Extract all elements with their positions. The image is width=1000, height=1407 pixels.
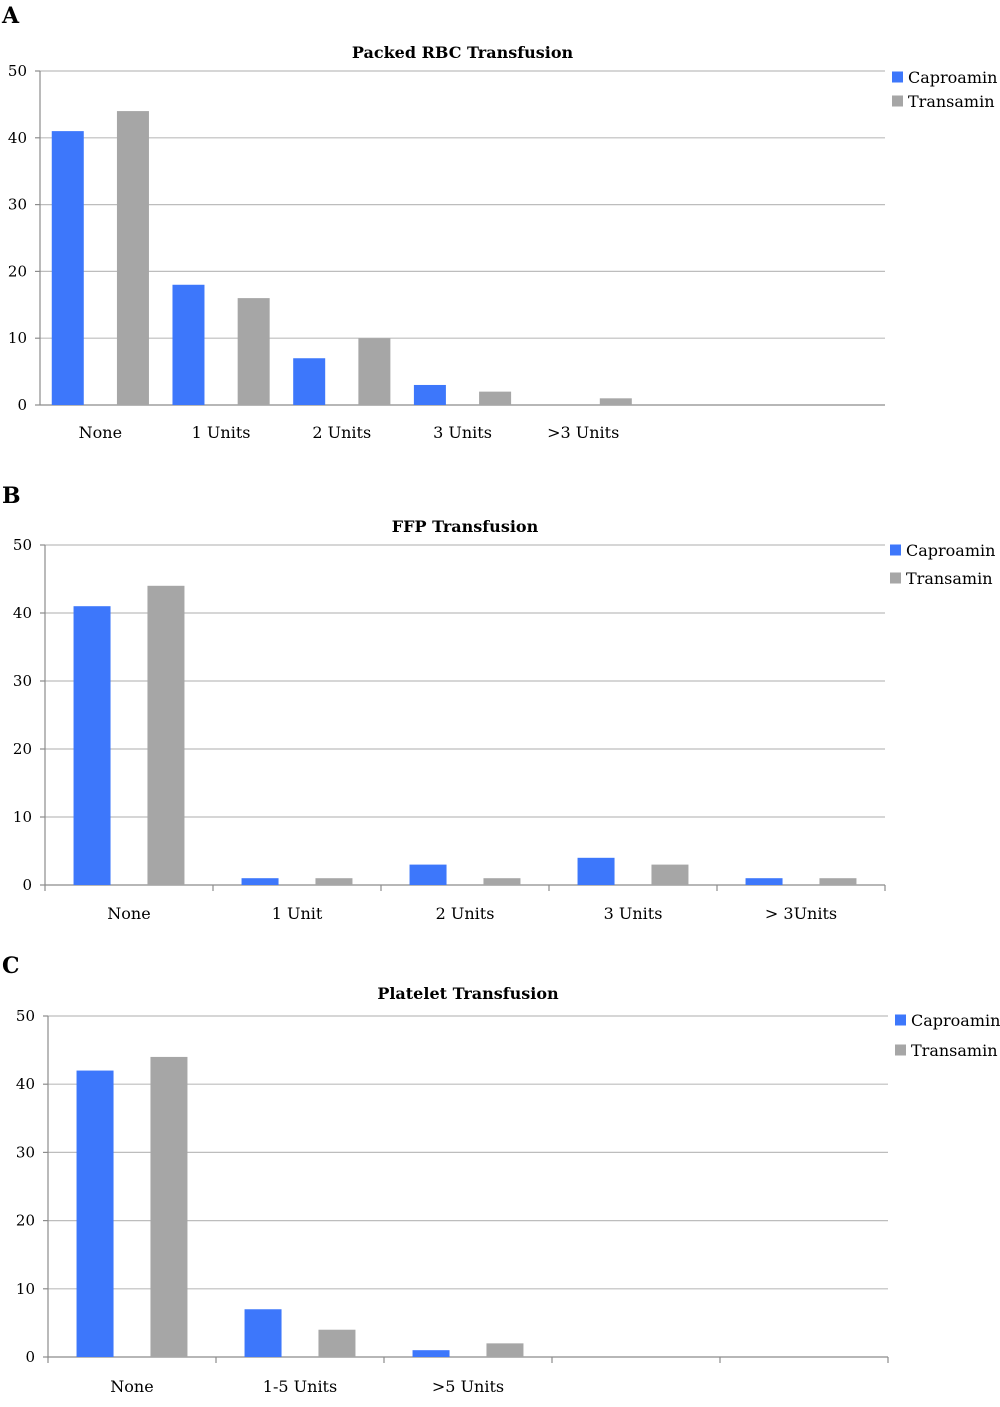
bar-transamin-2 <box>237 298 270 405</box>
bar-caproamin-2 <box>172 284 205 405</box>
legend-label-caproamin: Caproamin <box>911 1011 1000 1030</box>
legend-swatch-transamin <box>892 95 903 107</box>
bar-transamin-2 <box>315 878 353 885</box>
legend-swatch-transamin <box>890 572 901 584</box>
legend-label-caproamin: Caproamin <box>908 68 997 87</box>
bar-transamin-5 <box>599 398 632 405</box>
bar-transamin-2 <box>318 1329 356 1357</box>
y-tick-label: 40 <box>8 129 27 147</box>
y-tick-label: 50 <box>16 1007 35 1025</box>
y-tick-label: 10 <box>8 329 27 347</box>
y-tick-label: 20 <box>8 262 27 280</box>
category-label: 3 Units <box>433 423 492 442</box>
category-label: > 3Units <box>765 904 837 923</box>
bar-caproamin-3 <box>409 864 447 885</box>
category-label: 3 Units <box>604 904 663 923</box>
chart-panel-a: A 0 10 20 30 40 50 Packed RBC Transfusion None 1… <box>0 0 1000 460</box>
bar-caproamin-1 <box>76 1070 114 1357</box>
y-tick-label: 20 <box>16 1212 35 1230</box>
chart-panel-b: B 0 10 20 30 40 50 FFP Transfusion None 1 Unit 2 … <box>2 483 996 923</box>
legend-label-transamin: Transamin <box>906 569 993 588</box>
y-tick-label: 10 <box>13 808 32 826</box>
bar-transamin-3 <box>486 1343 524 1357</box>
bar-caproamin-4 <box>413 384 446 405</box>
bar-caproamin-4 <box>577 857 615 885</box>
bar-transamin-4 <box>651 864 689 885</box>
y-tick-label: 50 <box>13 536 32 554</box>
bar-caproamin-1 <box>73 606 111 885</box>
category-label: 1-5 Units <box>263 1377 337 1396</box>
category-label: None <box>110 1377 153 1396</box>
bar-caproamin-3 <box>293 358 326 405</box>
y-tick-label: 0 <box>22 876 32 894</box>
y-tick-label: 20 <box>13 740 32 758</box>
bar-transamin-1 <box>116 111 149 405</box>
legend-label-caproamin: Caproamin <box>906 541 995 560</box>
bar-transamin-1 <box>150 1056 188 1357</box>
legend-swatch-caproamin <box>892 71 903 83</box>
y-tick-label: 30 <box>13 672 32 690</box>
legend-label-transamin: Transamin <box>911 1041 998 1060</box>
chart-title: Packed RBC Transfusion <box>352 43 574 62</box>
legend-label-transamin: Transamin <box>908 92 995 111</box>
bar-caproamin-1 <box>51 131 84 405</box>
bar-transamin-5 <box>819 878 857 885</box>
chart-title: Platelet Transfusion <box>377 984 559 1003</box>
bar-transamin-4 <box>479 391 512 405</box>
y-tick-label: 10 <box>16 1280 35 1298</box>
y-tick-label: 0 <box>17 396 27 414</box>
legend-swatch-caproamin <box>890 544 901 556</box>
category-label: None <box>107 904 150 923</box>
category-label: 2 Units <box>312 423 371 442</box>
panel-letter-c: C <box>2 953 20 979</box>
y-tick-label: 30 <box>16 1143 35 1161</box>
category-label: >5 Units <box>432 1377 504 1396</box>
category-label: 1 Units <box>192 423 251 442</box>
legend-swatch-caproamin <box>895 1014 906 1026</box>
panel-letter-b: B <box>2 483 21 509</box>
bar-caproamin-3 <box>412 1350 450 1357</box>
y-tick-label: 30 <box>8 196 27 214</box>
category-label: None <box>79 423 122 442</box>
chart-b: 0 10 20 30 40 50 FFP Transfusion None 1 Unit 2 Un… <box>13 517 996 923</box>
bar-caproamin-5 <box>745 878 783 885</box>
legend-swatch-transamin <box>895 1044 906 1056</box>
bar-caproamin-2 <box>244 1309 282 1357</box>
bar-transamin-3 <box>483 878 521 885</box>
panel-letter-a: A <box>2 3 20 29</box>
y-tick-label: 0 <box>25 1348 35 1366</box>
bar-transamin-1 <box>147 585 185 885</box>
chart-title: FFP Transfusion <box>392 517 539 536</box>
bar-transamin-3 <box>358 338 391 405</box>
category-label: >3 Units <box>547 423 619 442</box>
y-tick-label: 40 <box>13 604 32 622</box>
category-label: 1 Unit <box>272 904 323 923</box>
bar-caproamin-2 <box>241 878 279 885</box>
y-tick-label: 50 <box>8 62 27 80</box>
y-tick-label: 40 <box>16 1075 35 1093</box>
chart-a: 0 10 20 30 40 50 Packed RBC Transfusion None 1 U… <box>8 43 998 442</box>
category-label: 2 Units <box>436 904 495 923</box>
